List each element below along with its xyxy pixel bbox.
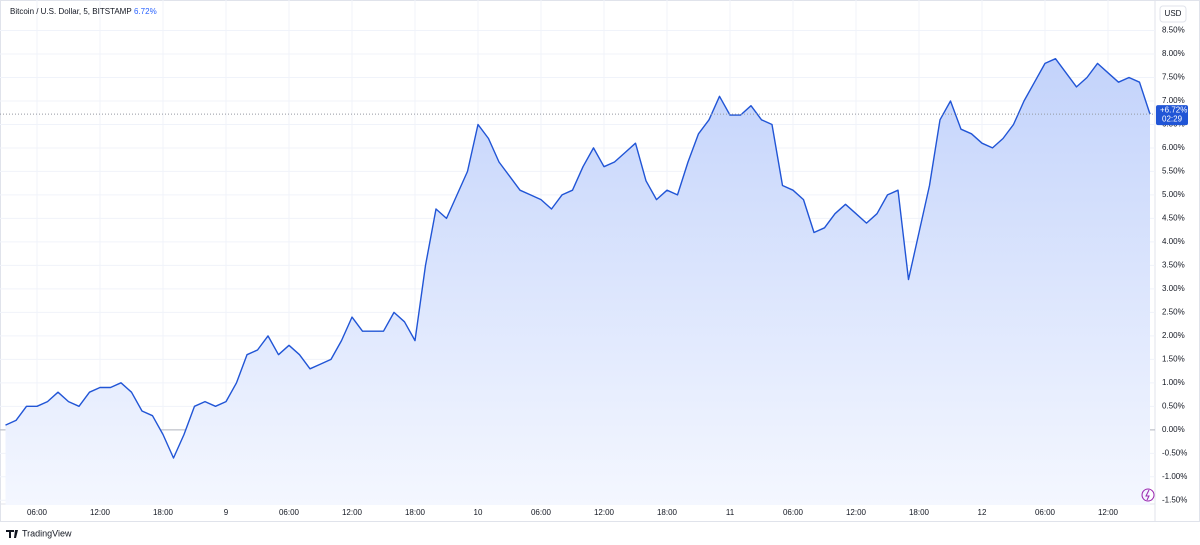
- y-tick-label: 2.50%: [1162, 307, 1185, 316]
- y-tick-label: 7.50%: [1162, 73, 1185, 82]
- x-tick-label: 12:00: [846, 508, 867, 517]
- y-tick-label: -0.50%: [1162, 448, 1187, 457]
- y-tick-label: 0.50%: [1162, 401, 1185, 410]
- x-tick-label: 06:00: [1035, 508, 1056, 517]
- x-tick-label: 06:00: [27, 508, 48, 517]
- x-tick-label: 18:00: [405, 508, 426, 517]
- icon: [1145, 489, 1150, 501]
- area: [5, 58, 1150, 505]
- y-tick-label: 6.00%: [1162, 143, 1185, 152]
- x-tick-label: 18:00: [153, 508, 174, 517]
- x-tick-label: 12:00: [90, 508, 111, 517]
- line: [5, 58, 1151, 459]
- x-tick-label: 12:00: [1098, 508, 1119, 517]
- x-tick-label: 9: [224, 508, 229, 517]
- y-tick-label: 7.00%: [1162, 96, 1185, 105]
- currency: USD: [1165, 9, 1182, 18]
- x-tick-label: 18:00: [657, 508, 678, 517]
- header-change: 6.72%: [134, 7, 157, 16]
- y-tick-label: 8.50%: [1162, 26, 1185, 35]
- y-tick-label: 5.50%: [1162, 167, 1185, 176]
- axes: 8.50%8.00%7.50%7.00%6.50%6.00%5.50%5.00%…: [27, 26, 1188, 517]
- logo: [6, 530, 18, 538]
- y-tick-label: 0.00%: [1162, 425, 1185, 434]
- x-tick-label: 06:00: [783, 508, 804, 517]
- icon: [1141, 488, 1155, 502]
- plot: [0, 58, 1155, 505]
- x-tick-label: 18:00: [909, 508, 930, 517]
- y-tick-label: 3.00%: [1162, 284, 1185, 293]
- y-tick-label: 2.00%: [1162, 331, 1185, 340]
- x-tick-label: 12:00: [342, 508, 363, 517]
- x-tick-label: 06:00: [531, 508, 552, 517]
- price-tag: [1156, 105, 1188, 126]
- y-tick-label: 4.00%: [1162, 237, 1185, 246]
- countdown: 02:29: [1162, 115, 1183, 124]
- y-tick-label: 5.00%: [1162, 190, 1185, 199]
- x-tick-label: 10: [474, 508, 483, 517]
- x-tick-label: 12:00: [594, 508, 615, 517]
- x-tick-label: 06:00: [279, 508, 300, 517]
- y-tick-label: 1.00%: [1162, 378, 1185, 387]
- chart-title: Bitcoin / U.S. Dollar, 5, BITSTAMP: [10, 7, 132, 16]
- y-tick-label: 1.50%: [1162, 354, 1185, 363]
- y-tick-label: 3.50%: [1162, 261, 1185, 270]
- y-tick-label: 8.00%: [1162, 49, 1185, 58]
- currency-box: [1159, 5, 1187, 23]
- y-tick-label: 4.50%: [1162, 214, 1185, 223]
- y-tick-label: -1.00%: [1162, 472, 1187, 481]
- x-tick-label: 11: [726, 508, 735, 517]
- brand: TradingView: [22, 528, 72, 538]
- x-tick-label: 12: [978, 508, 987, 517]
- price-label: +6.72%: [1160, 106, 1187, 115]
- y-tick-label: -1.50%: [1162, 495, 1187, 504]
